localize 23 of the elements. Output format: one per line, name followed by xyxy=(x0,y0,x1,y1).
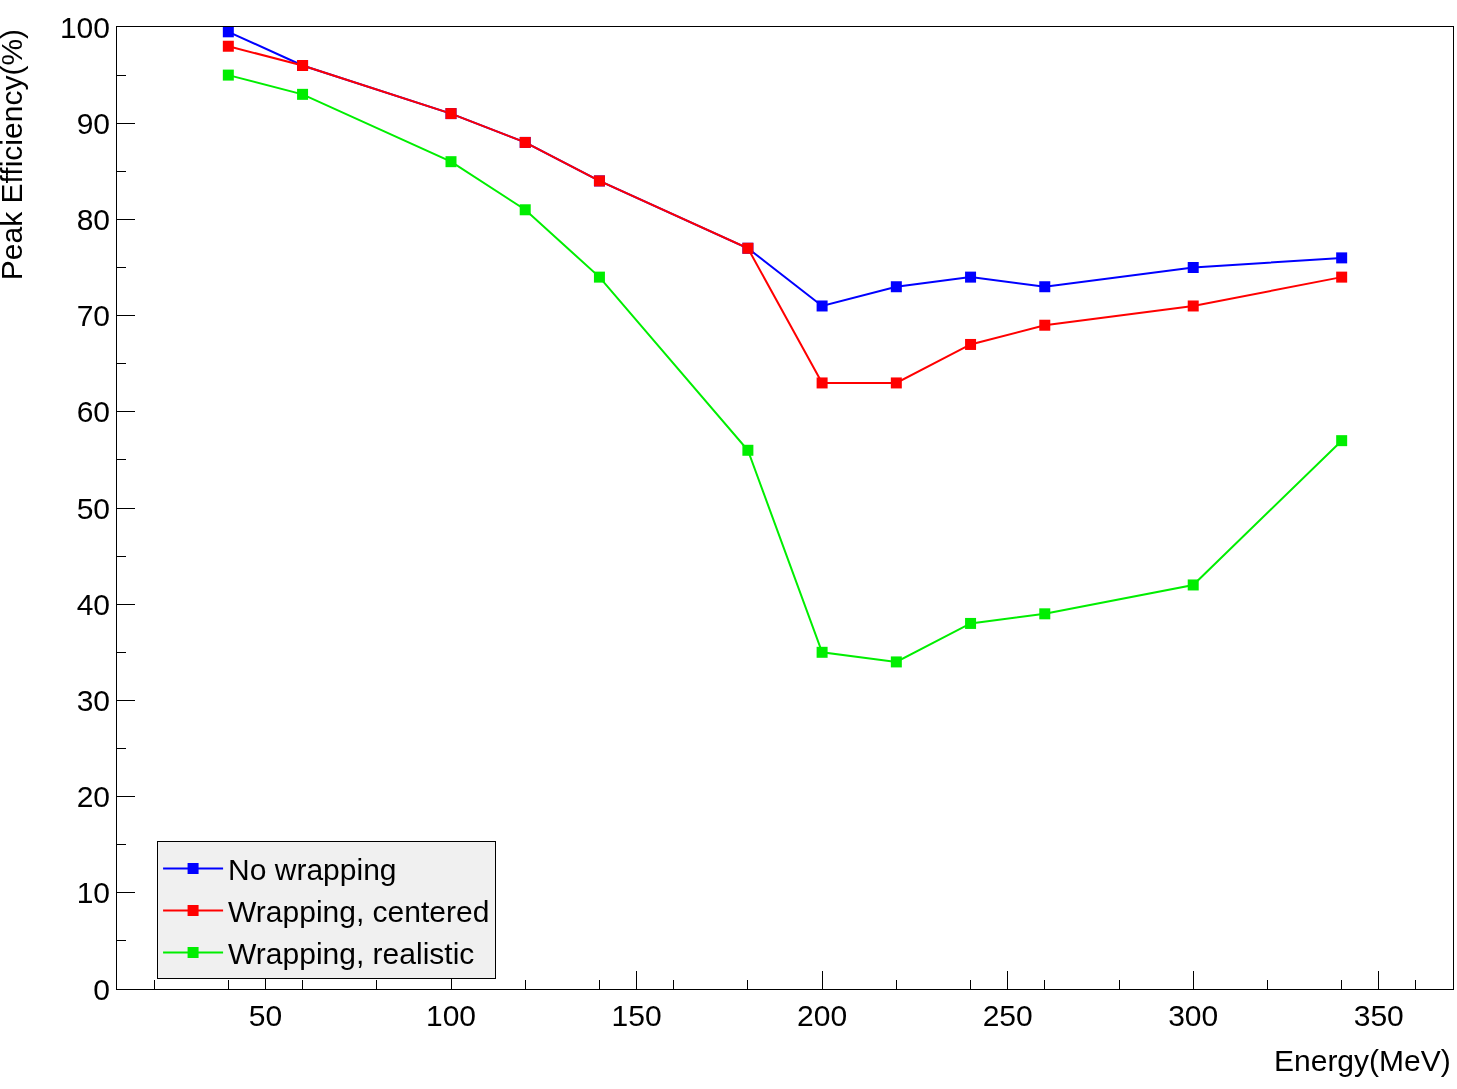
x-tick-label: 300 xyxy=(1168,999,1219,1032)
y-tick-label: 90 xyxy=(76,106,110,140)
y-tick-label: 20 xyxy=(76,780,110,814)
y-tick-label: 70 xyxy=(76,299,110,333)
x-tick-label: 50 xyxy=(248,999,283,1032)
y-tick-label: 50 xyxy=(76,491,110,525)
y-tick-label: 60 xyxy=(76,395,110,429)
legend-label: No wrapping xyxy=(228,853,397,887)
y-tick-label: 100 xyxy=(59,10,110,44)
x-axis-title: Energy(MeV) xyxy=(1274,1044,1451,1077)
x-tick-label: 200 xyxy=(797,999,848,1032)
y-tick-label: 0 xyxy=(93,972,110,1006)
y-tick-label: 40 xyxy=(76,587,110,621)
y-tick-label: 10 xyxy=(76,876,110,910)
x-tick-label: 150 xyxy=(611,999,662,1032)
x-tick-label: 250 xyxy=(982,999,1033,1032)
legend-label: Wrapping, centered xyxy=(228,895,490,929)
y-tick-label: 80 xyxy=(76,202,110,236)
x-tick-label: 350 xyxy=(1353,999,1404,1032)
y-tick-label: 30 xyxy=(76,683,110,717)
y-axis-title: Peak Efficiency(%) xyxy=(0,28,29,281)
x-tick-label: 100 xyxy=(425,999,477,1032)
legend-label: Wrapping, realistic xyxy=(228,937,475,971)
